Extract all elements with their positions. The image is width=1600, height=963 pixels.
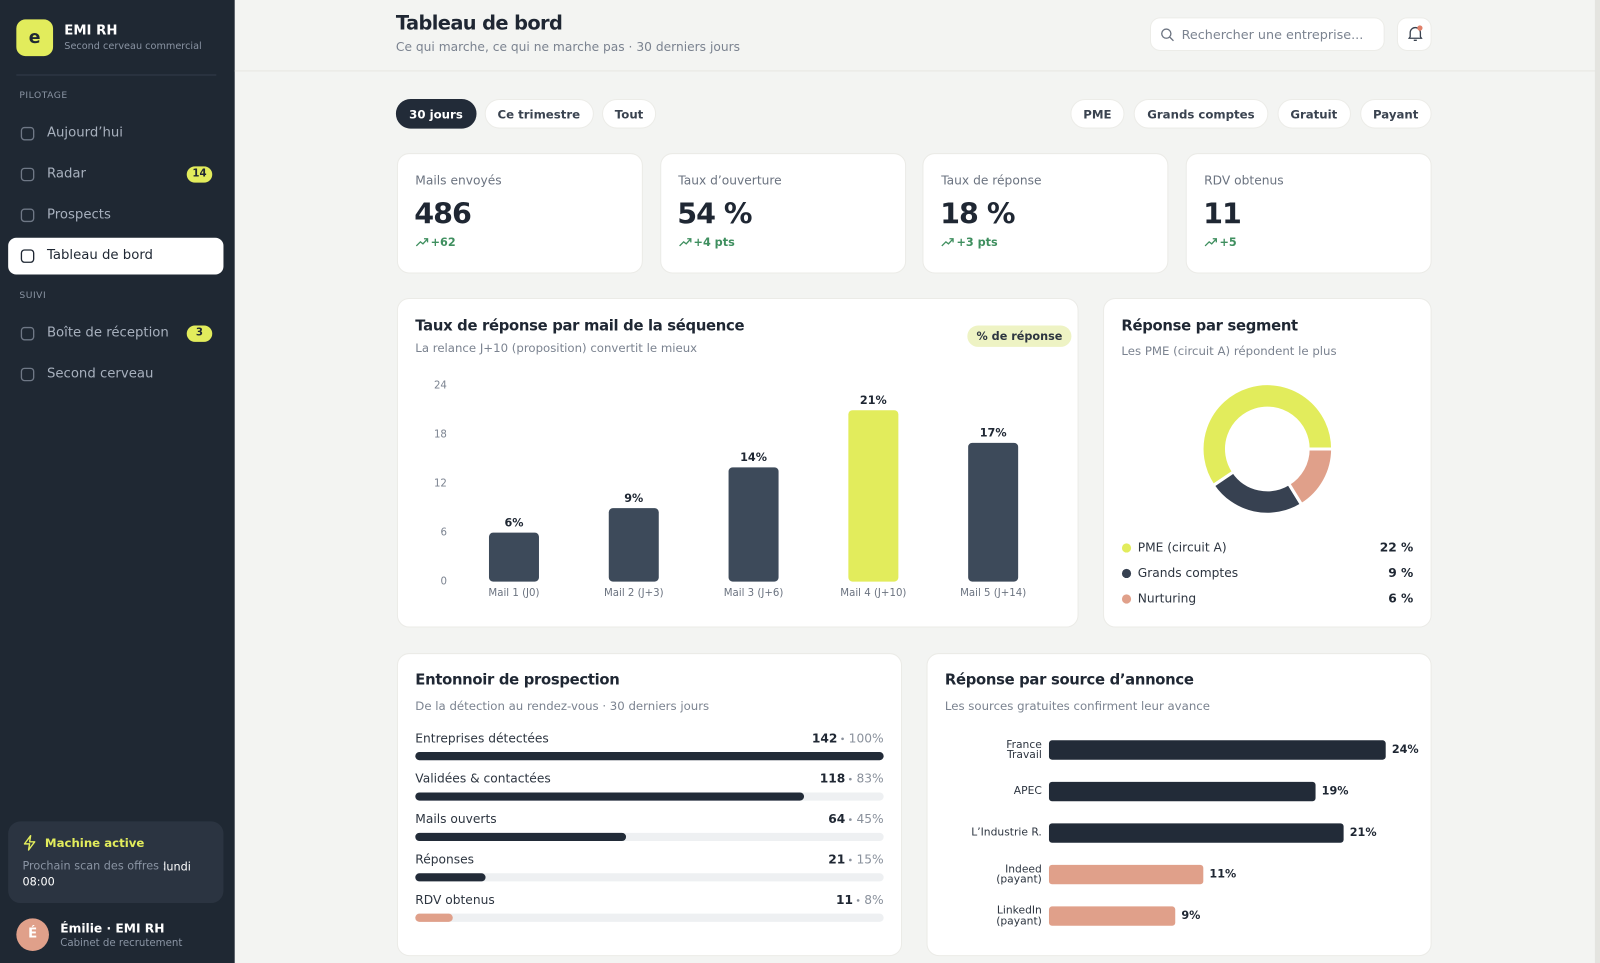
user-name: Émilie · EMI RH (60, 921, 165, 936)
filter-pill[interactable]: Tout (601, 98, 657, 129)
avatar[interactable]: É (16, 918, 49, 952)
icon-shape (20, 126, 35, 141)
icon-shape (678, 238, 692, 247)
search-icon (1161, 28, 1174, 42)
divider (16, 74, 217, 76)
logo[interactable]: e (16, 19, 54, 57)
nav-icon (20, 167, 35, 182)
filter-pill[interactable]: Grands comptes (1133, 98, 1268, 129)
brand: EMI RH (64, 23, 118, 39)
y-tick-label: L’Industrie R. (971, 826, 1042, 839)
kpi-delta: +5 (1219, 235, 1237, 249)
kpi-delta: +3 pts (956, 235, 998, 249)
kpi-value: 18 % (940, 196, 1015, 231)
kpi-card (396, 153, 643, 274)
status-text: Prochain scan des offres : (22, 859, 167, 873)
kpi-label: Taux d’ouverture (678, 173, 782, 188)
page-title: Tableau de bord (395, 12, 563, 35)
filter-pill[interactable]: PME (1069, 98, 1125, 129)
kpi-delta: +62 (430, 235, 456, 249)
header (234, 0, 1600, 72)
chart-title: Réponse par segment (1121, 318, 1298, 335)
kpi-label: Taux de réponse (941, 173, 1042, 188)
kpi-value: 11 (1203, 196, 1242, 231)
search-box[interactable] (1149, 17, 1385, 52)
card (396, 653, 903, 957)
section-title: PILOTAGE (19, 90, 68, 102)
trend-icon (941, 238, 955, 247)
chart-subtitle: Les sources gratuites confirment leur av… (944, 698, 1210, 714)
card (926, 653, 1432, 957)
icon-shape (20, 326, 35, 341)
kpi-value: 486 (414, 196, 472, 231)
kpi-label: Mails envoyés (415, 173, 502, 188)
icon-shape (941, 238, 955, 247)
kpi-label: RDV obtenus (1204, 173, 1284, 188)
icon-shape (20, 167, 35, 182)
scrollbar (1594, 0, 1600, 963)
status-time: lundi 08:00 (22, 860, 191, 889)
chart-subtitle: Les PME (circuit A) répondent le plus (1121, 343, 1337, 359)
chart-title: Entonnoir de prospection (415, 672, 620, 689)
kpi-card (1185, 153, 1432, 274)
y-tick-label: APEC (1013, 785, 1042, 798)
nav-icon (20, 326, 35, 341)
nav-item[interactable]: Boîte de réception (46, 325, 169, 341)
kpi-card (922, 153, 1169, 274)
nav-icon (20, 126, 35, 141)
chart-title: Réponse par source d’annonce (944, 672, 1194, 689)
nav-item[interactable]: Aujourd’hui (46, 125, 123, 141)
trend-icon (1204, 238, 1218, 247)
nav-item[interactable]: Prospects (46, 207, 111, 223)
status-box (8, 821, 224, 904)
nav-item[interactable]: Tableau de bord (46, 247, 153, 264)
nav-item[interactable]: Radar (46, 166, 87, 182)
period-filters: 30 jours Ce trimestre Tout (395, 98, 657, 129)
tagline: Second cerveau commercial (64, 40, 202, 53)
trend-icon (415, 238, 429, 247)
search-placeholder: Rechercher une entreprise... (1181, 26, 1364, 42)
nav-icon (20, 208, 35, 223)
icon-shape (20, 208, 35, 223)
filter-pill[interactable]: Ce trimestre (484, 98, 594, 129)
page-subtitle: Ce qui marche, ce qui ne marche pas · 30… (395, 39, 741, 55)
icon-shape (1204, 238, 1218, 247)
kpi-value: 54 % (677, 196, 752, 231)
notifications-button[interactable] (1396, 17, 1432, 52)
sidebar (0, 0, 235, 963)
nav-item[interactable]: Second cerveau (46, 366, 154, 382)
chart-subtitle: De la détection au rendez-vous · 30 dern… (415, 698, 710, 714)
filter-pill[interactable]: Payant (1359, 98, 1432, 129)
chart-subtitle: La relance J+10 (proposition) convertit … (415, 340, 698, 356)
status-title: Machine active (44, 835, 145, 850)
user-role: Cabinet de recrutement (60, 937, 183, 949)
trend-icon (678, 238, 692, 247)
bolt-icon (23, 834, 36, 851)
segment-filters: PME Grands comptes Gratuit Payant (1069, 98, 1432, 129)
y-tick-label: LinkedIn (payant) (996, 904, 1042, 928)
nav-badge: 3 (186, 325, 213, 342)
icon-shape (20, 249, 35, 263)
y-tick-label: France Travail (1006, 738, 1042, 762)
nav-icon (20, 249, 35, 263)
chart-title: Taux de réponse par mail de la séquence (415, 318, 745, 335)
kpi-delta: +4 pts (693, 235, 735, 249)
section-title: SUIVI (19, 290, 47, 302)
y-tick-label: Indeed (payant) (996, 862, 1042, 886)
legend-pill: % de réponse (967, 325, 1072, 347)
filter-pill[interactable]: 30 jours (395, 98, 477, 129)
icon-shape (415, 238, 429, 247)
bell-icon (1407, 25, 1423, 41)
icon-shape (20, 367, 35, 382)
filter-pill[interactable]: Gratuit (1277, 98, 1351, 129)
kpi-card (659, 153, 906, 274)
nav-active[interactable] (8, 237, 224, 275)
nav-icon (20, 367, 35, 382)
nav-badge: 14 (186, 166, 213, 183)
